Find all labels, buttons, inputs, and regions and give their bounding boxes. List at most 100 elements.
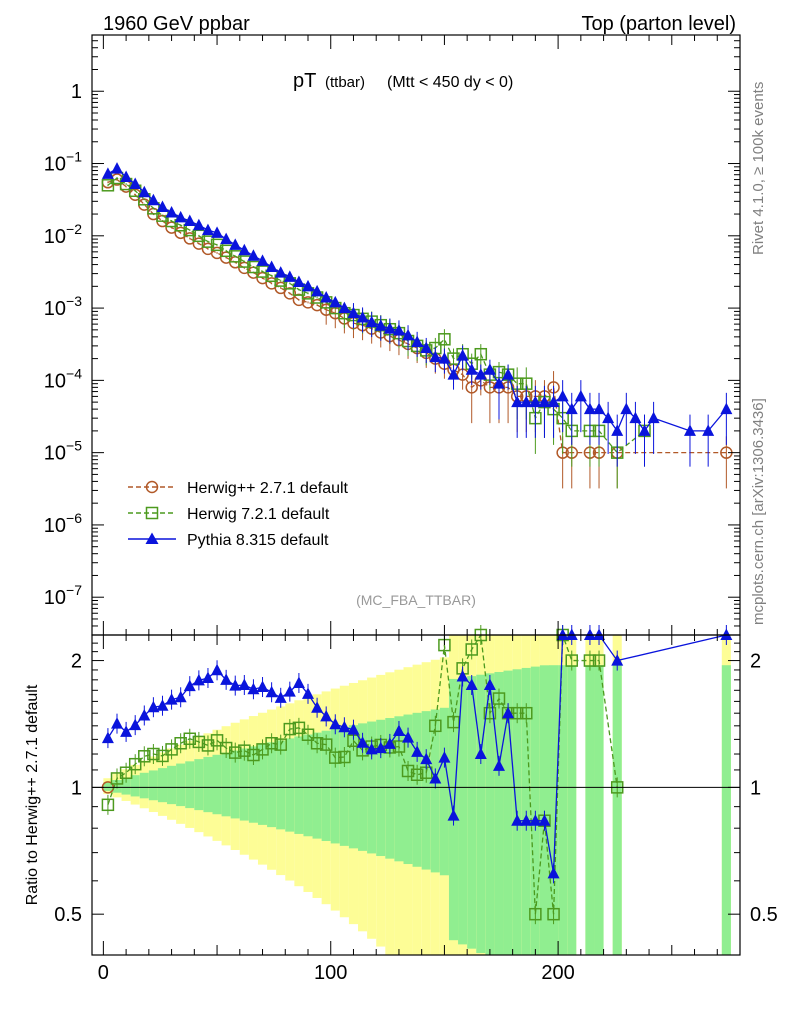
data-point-ratio [156,749,169,763]
data-point-ratio [238,678,251,690]
main-y-tick-label: 10−3 [44,293,82,320]
data-point-ratio [147,700,160,713]
data-point-ratio [156,699,169,711]
data-point-ratio [283,722,297,736]
legend-marker-herwigpp [145,480,159,494]
data-point-ratio [183,679,196,692]
ratio-y-tick-label-right: 1 [750,777,761,799]
data-point-ratio [120,725,133,737]
data-point-main [311,284,324,297]
band-1sigma [103,782,113,791]
main-y-tick-label: 10−6 [44,510,82,537]
data-point-ratio [356,736,369,748]
data-point-main [374,319,387,331]
band-1sigma [267,742,277,828]
data-point-ratio [220,673,233,685]
data-point-ratio [511,814,524,826]
data-point-main [247,249,260,261]
series-line-main [107,178,727,454]
data-point-main [356,311,369,323]
band-1sigma [348,725,359,849]
data-point-ratio [411,745,424,757]
data-point-main [483,363,496,375]
rivet-version-label: Rivet 4.1.0, ≥ 100k events [750,82,767,255]
data-point-main [274,266,287,278]
data-point-ratio [611,654,624,666]
band-1sigma [176,763,186,807]
data-point-ratio [183,732,197,746]
data-point-ratio [210,734,224,747]
legend-entry-herwig7: Herwig 7.2.1 default [128,506,330,523]
data-point-main [183,232,197,245]
band-1sigma [549,665,559,955]
legend-marker-herwig7 [145,506,159,520]
data-point-main [201,235,215,248]
data-point-ratio [465,678,478,690]
legend-label-pythia: Pythia 8.315 default [187,532,329,549]
band-1sigma [494,671,504,955]
data-point-ratio [565,628,578,640]
data-point-main [702,424,715,436]
x-tick-label: 100 [314,962,347,984]
data-point-ratio [147,747,160,761]
data-point-ratio [165,693,178,705]
data-point-ratio [456,669,469,682]
data-point-ratio [319,738,333,751]
band-1sigma [503,670,513,955]
band-1sigma [203,756,213,813]
band-1sigma [321,730,331,842]
data-point-main [520,395,533,408]
band-1sigma [230,750,240,819]
band-1sigma [257,744,268,825]
band-1sigma [285,738,295,832]
data-point-ratio [492,692,506,705]
data-point-main [174,226,187,240]
chart-title-cut: (Mtt < 450 dy < 0) [387,74,513,91]
data-point-ratio [174,690,187,703]
data-point-ratio [192,673,205,686]
legend-entry-herwigpp: Herwig++ 2.7.1 default [128,480,349,497]
data-point-main [320,291,333,303]
data-point-main [492,377,505,389]
data-point-ratio [219,741,233,755]
data-point-main [474,347,488,361]
data-point-main [292,275,305,287]
data-point-main [165,206,178,218]
band-1sigma [157,768,168,803]
data-point-main [720,402,733,415]
main-y-tick-label: 1 [71,81,82,103]
data-point-ratio [720,628,733,640]
data-point-ratio [583,628,596,640]
data-point-main [474,368,487,380]
data-point-main [629,411,642,424]
band-1sigma [121,777,131,795]
series-2 [101,162,733,884]
band-1sigma [721,665,731,955]
legend-marker-pythia [145,532,159,544]
data-point-main [338,301,351,314]
legend: Herwig++ 2.7.1 default Herwig 7.2.1 defa… [128,480,349,549]
data-point-main [256,254,269,266]
data-point-main [211,226,224,238]
band-1sigma [185,761,195,809]
band-1sigma [148,770,158,801]
data-point-ratio [547,907,560,921]
band-1sigma [539,665,550,955]
band-1sigma [467,676,477,949]
band-1sigma [612,665,622,955]
data-point-main [156,200,169,213]
ratio-y-axis-label: Ratio to Herwig++ 2.7.1 default [24,684,41,905]
data-point-main [183,214,196,227]
data-point-ratio [547,866,560,879]
data-point-main [129,177,142,190]
data-point-main [456,349,469,361]
data-point-ratio [392,724,405,736]
band-1sigma [303,734,313,837]
band-1sigma [439,707,449,876]
data-point-main [347,306,360,319]
data-point-main [429,350,442,363]
data-point-ratio [283,685,296,697]
data-point-main [274,281,287,295]
data-point-main [147,193,160,206]
data-point-ratio [474,747,487,760]
